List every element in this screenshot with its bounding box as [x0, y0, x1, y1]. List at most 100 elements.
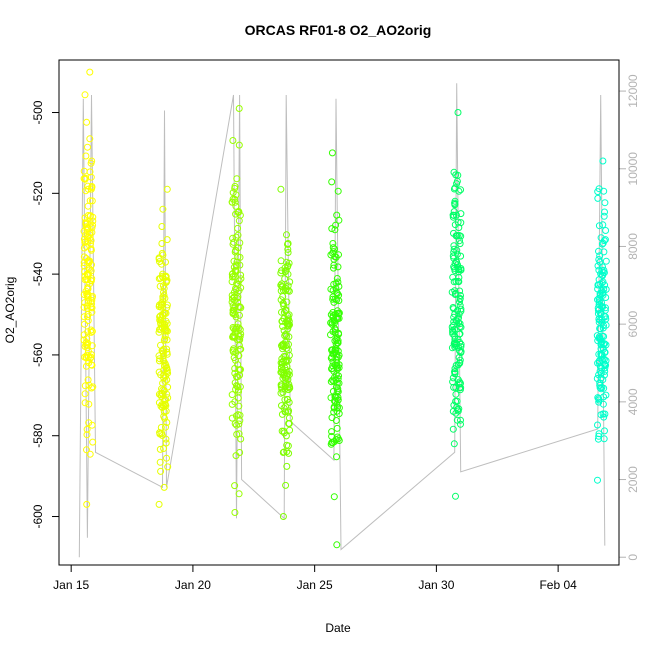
- data-point: [84, 202, 92, 210]
- data-point: [162, 423, 169, 431]
- data-point: [82, 238, 90, 246]
- data-point: [235, 490, 243, 498]
- data-point: [279, 293, 287, 300]
- data-point: [330, 264, 337, 272]
- data-point: [155, 301, 163, 309]
- data-point: [84, 284, 92, 292]
- data-point: [449, 304, 457, 311]
- x-tick-label: Feb 04: [539, 578, 577, 592]
- data-point: [284, 262, 292, 270]
- data-point: [334, 435, 342, 443]
- flight-points-7: [593, 157, 610, 484]
- data-point: [450, 318, 458, 326]
- data-point: [161, 332, 169, 340]
- data-point: [333, 453, 340, 461]
- data-point: [594, 188, 602, 196]
- data-point: [236, 411, 244, 419]
- data-point: [286, 278, 294, 286]
- data-point: [156, 282, 164, 290]
- data-point: [163, 345, 171, 353]
- data-point: [228, 270, 236, 278]
- data-point: [156, 445, 164, 453]
- data-point: [163, 368, 171, 376]
- flight-points-4: [277, 185, 294, 520]
- data-point: [87, 245, 95, 253]
- data-point: [86, 68, 94, 76]
- data-point: [280, 327, 288, 335]
- data-point: [82, 255, 90, 262]
- data-point: [335, 372, 342, 380]
- data-point: [595, 432, 603, 440]
- data-point: [84, 143, 91, 151]
- data-point: [85, 400, 93, 408]
- y-tick-label: -600: [31, 504, 45, 528]
- data-point: [457, 323, 465, 331]
- data-point: [334, 278, 342, 286]
- data-point: [231, 310, 239, 318]
- data-point: [456, 330, 464, 338]
- data-point: [80, 303, 88, 311]
- data-point: [231, 420, 239, 428]
- data-point: [601, 236, 609, 244]
- data-point: [82, 287, 90, 295]
- data-point: [457, 307, 465, 315]
- data-point: [452, 361, 460, 369]
- data-point: [600, 413, 608, 421]
- data-point: [80, 175, 88, 183]
- data-point: [455, 268, 463, 276]
- data-point: [235, 366, 243, 374]
- data-point: [232, 356, 239, 364]
- data-point: [156, 458, 164, 466]
- data-point: [457, 420, 464, 428]
- data-point: [598, 351, 606, 359]
- data-point: [159, 274, 167, 282]
- data-point: [595, 430, 603, 438]
- data-point: [235, 388, 242, 396]
- data-point: [88, 304, 96, 312]
- data-point: [335, 309, 343, 317]
- data-point: [281, 396, 289, 404]
- data-point: [86, 135, 94, 143]
- data-point: [457, 232, 465, 240]
- data-point: [456, 384, 464, 392]
- data-point: [595, 318, 603, 326]
- data-point: [88, 327, 96, 335]
- data-point: [281, 332, 289, 340]
- data-point: [328, 439, 336, 447]
- data-point: [594, 421, 601, 429]
- data-point: [86, 450, 94, 458]
- data-point: [284, 249, 292, 256]
- data-point: [88, 184, 96, 192]
- data-point: [278, 427, 286, 435]
- data-point: [602, 257, 610, 265]
- data-point: [87, 328, 95, 336]
- data-point: [451, 197, 459, 205]
- data-point: [333, 334, 341, 342]
- data-point: [455, 266, 463, 274]
- data-point: [457, 416, 464, 424]
- data-point: [228, 295, 236, 303]
- data-point: [232, 325, 240, 333]
- data-point: [88, 197, 96, 205]
- data-point: [235, 217, 243, 225]
- data-point: [81, 390, 89, 398]
- data-point: [278, 385, 286, 393]
- data-point: [229, 137, 237, 144]
- data-point: [83, 425, 91, 433]
- data-point: [595, 222, 603, 230]
- data-point: [451, 200, 459, 208]
- data-point: [281, 268, 289, 276]
- data-point: [327, 394, 335, 402]
- data-point: [80, 336, 88, 344]
- data-point: [331, 393, 339, 401]
- data-point: [282, 408, 290, 416]
- data-point: [449, 378, 457, 386]
- data-point: [597, 234, 605, 242]
- data-point: [602, 227, 610, 234]
- data-point: [285, 333, 293, 341]
- data-point: [450, 242, 458, 250]
- data-point: [334, 387, 342, 395]
- data-point: [285, 351, 293, 359]
- data-point: [280, 340, 288, 348]
- data-point: [232, 233, 240, 241]
